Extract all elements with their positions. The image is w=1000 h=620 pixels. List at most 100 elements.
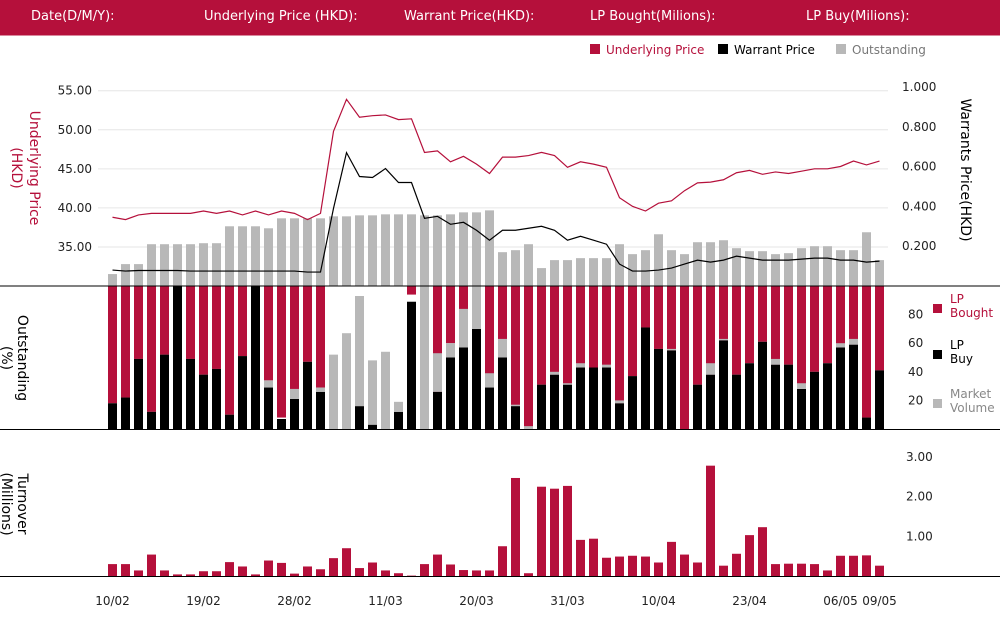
turnover-bar — [459, 570, 468, 576]
lp-buy-label: LP Buy(Milions): — [806, 9, 910, 24]
outstanding-bar — [745, 251, 754, 286]
lp-buy-bar — [589, 367, 598, 429]
outstanding-bar — [173, 244, 182, 286]
lp-bought-bar — [147, 286, 156, 412]
axis-title-line: Turnover — [14, 473, 30, 535]
market-volume-bar — [719, 338, 728, 341]
lp-bought-bar — [615, 286, 624, 404]
right-tick-label: 0.400 — [902, 199, 936, 213]
lp-bought-bar — [745, 286, 754, 364]
turnover-bar — [849, 555, 858, 576]
outstanding-bar — [134, 264, 143, 286]
left-tick-label: 50.00 — [58, 123, 92, 137]
market-volume-bar — [706, 363, 715, 375]
legend-swatch — [590, 44, 600, 54]
lp-buy-bar — [758, 341, 767, 429]
left-tick-label: 55.00 — [58, 84, 92, 98]
lp-bought-bar — [680, 286, 689, 429]
market-volume-bar — [667, 348, 676, 351]
lp-buy-bar — [836, 347, 845, 429]
outstanding-bar — [121, 264, 130, 286]
lp-buy-bar — [121, 397, 130, 429]
outstanding-bar — [446, 214, 455, 286]
lp-bought-bar — [108, 286, 117, 404]
underlying-price-line — [112, 98, 880, 221]
outstanding-bar — [628, 254, 637, 286]
outstanding-bar — [420, 215, 429, 286]
lp-bought-bar — [433, 286, 442, 392]
lp-bought-bar — [537, 286, 546, 385]
outstanding-bar — [641, 250, 650, 286]
x-tick-label: 28/02 — [277, 594, 312, 608]
market-volume-bar — [511, 404, 520, 407]
x-tick-label: 31/03 — [550, 594, 585, 608]
outstanding-bar — [563, 260, 572, 286]
lp-buy-bar — [108, 403, 117, 429]
lp-buy-bar — [472, 328, 481, 429]
market-volume-bar — [472, 277, 481, 329]
turnover-bar — [654, 562, 663, 576]
lp-buy-bar — [745, 363, 754, 429]
outstanding-bar — [875, 260, 884, 286]
outstanding-bar — [277, 218, 286, 286]
lp-buy-bar — [875, 370, 884, 429]
lp-buy-bar — [511, 406, 520, 429]
right-tick-label: 0.600 — [902, 160, 936, 174]
market-volume-bar — [316, 387, 325, 392]
outstanding-bar — [160, 244, 169, 286]
outstanding-bar — [706, 242, 715, 286]
lp-buy-bar — [654, 348, 663, 429]
lp-bought-bar — [264, 286, 273, 381]
lp-bought-bar — [290, 286, 299, 389]
turnover-bar — [472, 570, 481, 576]
lp-buy-bar — [433, 391, 442, 429]
lp-bought-bar — [446, 286, 455, 344]
market-volume-bar — [394, 401, 403, 412]
lp-bought-bar — [160, 286, 169, 355]
lp-bought-bar — [511, 286, 520, 407]
lp-bought-bar — [732, 286, 741, 375]
outstanding-bar — [719, 240, 728, 286]
outstanding-bar — [732, 248, 741, 286]
lp-buy-bar — [316, 391, 325, 429]
outstanding-bar — [368, 215, 377, 286]
legend-swatch — [718, 44, 728, 54]
market-volume-bar — [420, 286, 429, 429]
outstanding-bar — [485, 210, 494, 286]
outstanding-bar — [576, 258, 585, 286]
turnover-bar — [771, 564, 780, 576]
lp-bought-bar — [641, 286, 650, 328]
turnover-bar — [368, 562, 377, 576]
outstanding-bar — [537, 268, 546, 286]
lp-buy-bar — [212, 368, 221, 429]
turnover-bar — [225, 562, 234, 576]
lp-buy-bar — [199, 374, 208, 429]
right-tick-label: 1.000 — [902, 80, 936, 94]
legend-swatch — [933, 304, 942, 313]
turnover-bar — [602, 557, 611, 576]
turnover-bar — [732, 553, 741, 576]
lp-bought-bar — [654, 286, 663, 349]
lp-buy-bar — [238, 356, 247, 429]
mid-tick-label: 20 — [908, 393, 923, 407]
lp-buy-bar — [303, 361, 312, 429]
legend-swatch — [933, 350, 942, 359]
lp-buy-bar — [706, 374, 715, 429]
lp-buy-bar — [368, 424, 377, 429]
turnover-bar — [680, 554, 689, 576]
outstanding-bar — [186, 244, 195, 286]
lp-buy-bar — [628, 376, 637, 429]
legend-label: Underlying Price — [606, 43, 704, 57]
turnover-bar — [511, 477, 520, 576]
market-volume-bar — [849, 338, 858, 345]
right-tick-label: 0.200 — [902, 239, 936, 253]
warrant-price-label: Warrant Price(HKD): — [404, 9, 535, 24]
mid-tick-label: 60 — [908, 336, 923, 350]
lp-buy-bar — [771, 364, 780, 429]
market-volume-bar — [498, 338, 507, 358]
market-volume-bar — [771, 358, 780, 365]
market-volume-bar — [602, 364, 611, 368]
lp-bought-bar — [121, 286, 130, 398]
lp-bought-bar — [550, 286, 559, 375]
header-bar: Date(D/M/Y): Underlying Price (HKD): War… — [0, 0, 1000, 35]
